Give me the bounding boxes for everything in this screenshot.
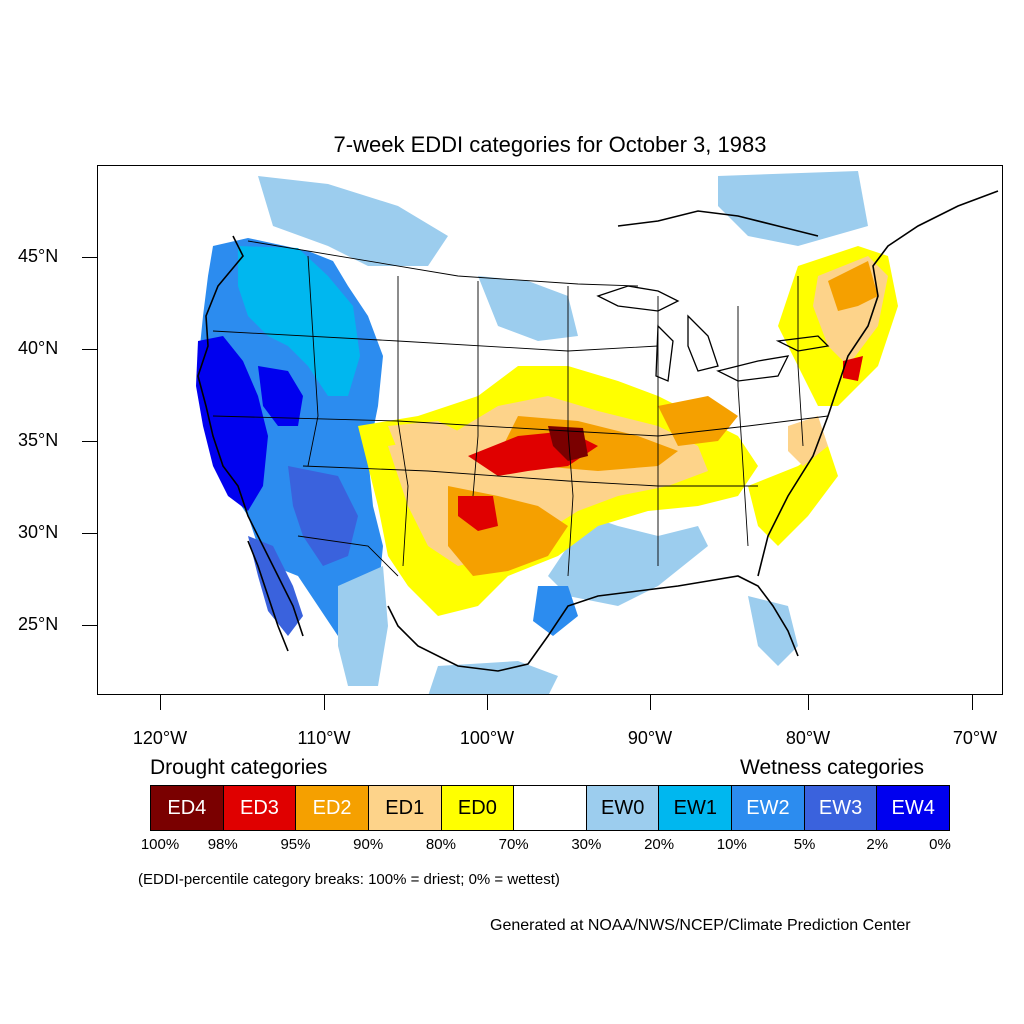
legend-percentile-label: 95% bbox=[280, 836, 311, 853]
legend-box-ew3: EW3 bbox=[804, 786, 878, 830]
region-baja-ew3 bbox=[248, 536, 303, 636]
lon-label-120: 120°W bbox=[132, 728, 188, 748]
legend-percentile-label: 0% bbox=[929, 836, 951, 853]
legend-percentile-label: 80% bbox=[425, 836, 456, 853]
region-north-ew0 bbox=[258, 176, 448, 266]
lat-tick-35 bbox=[82, 441, 97, 442]
region-west-ew4b bbox=[258, 366, 303, 426]
region-florida-ew0 bbox=[748, 596, 798, 666]
legend-percentile-label: 2% bbox=[866, 836, 889, 853]
region-plains-ed3b bbox=[458, 496, 498, 531]
great-lakes bbox=[596, 285, 830, 382]
lat-tick-30 bbox=[82, 533, 97, 534]
legend-percentile-label: 70% bbox=[498, 836, 529, 853]
region-gulf-ew0 bbox=[428, 661, 558, 694]
lat-tick-25 bbox=[82, 625, 97, 626]
region-canada-ew0 bbox=[718, 171, 868, 246]
wetness-heading: Wetness categories bbox=[740, 756, 925, 779]
legend-box-ew1: EW1 bbox=[659, 786, 733, 830]
region-midwest-ew0 bbox=[478, 276, 578, 341]
legend-box-ew4: EW4 bbox=[877, 786, 950, 830]
legend-box-ed2: ED2 bbox=[296, 786, 369, 830]
legend-percentile-label: 10% bbox=[716, 836, 747, 853]
lon-label-80: 80°W bbox=[785, 728, 831, 748]
lat-label-35: 35°N bbox=[18, 430, 59, 450]
region-texas-ew2 bbox=[533, 586, 578, 636]
lat-label-30: 30°N bbox=[18, 522, 59, 542]
lon-tick-110 bbox=[324, 695, 325, 710]
legend-box-ew0: EW0 bbox=[586, 786, 660, 830]
lon-tick-120 bbox=[160, 695, 161, 710]
lat-label-40: 40°N bbox=[18, 338, 59, 358]
legend-box-ed1: ED1 bbox=[368, 786, 442, 830]
lon-label-110: 110°W bbox=[297, 728, 351, 748]
region-plains-ed4 bbox=[548, 426, 588, 461]
legend-box-ew2: EW2 bbox=[732, 786, 805, 830]
lon-label-70: 70°W bbox=[952, 728, 998, 748]
lon-tick-90 bbox=[650, 695, 651, 710]
credit-line: Generated at NOAA/NWS/NCEP/Climate Predi… bbox=[490, 917, 911, 934]
region-west-ew4 bbox=[196, 336, 268, 511]
region-mountain-ed0 bbox=[388, 421, 468, 451]
lon-label-100: 100°W bbox=[459, 728, 515, 748]
lon-label-90: 90°W bbox=[627, 728, 673, 748]
lon-tick-80 bbox=[808, 695, 809, 710]
legend-box-neutral bbox=[514, 786, 587, 830]
map-panel bbox=[97, 165, 1003, 695]
drought-heading: Drought categories bbox=[150, 756, 328, 779]
legend-percentile-label: 90% bbox=[353, 836, 384, 853]
region-southeast-ed1 bbox=[788, 416, 828, 466]
region-northeast-ed2 bbox=[828, 261, 878, 311]
region-south-ew0 bbox=[548, 516, 708, 606]
lat-tick-45 bbox=[82, 257, 97, 258]
lat-tick-40 bbox=[82, 349, 97, 350]
state-borders bbox=[212, 240, 829, 577]
legend-box-ed4: ED4 bbox=[151, 786, 224, 830]
legend-percentile-label: 30% bbox=[571, 836, 602, 853]
lon-tick-70 bbox=[972, 695, 973, 710]
legend-percentile-label: 20% bbox=[644, 836, 675, 853]
region-northeast-ed3 bbox=[843, 356, 863, 381]
region-southwest-ew3 bbox=[288, 466, 358, 566]
lon-tick-100 bbox=[487, 695, 488, 710]
coastlines bbox=[197, 190, 999, 672]
lat-label-25: 25°N bbox=[18, 614, 59, 634]
lat-label-45: 45°N bbox=[18, 246, 59, 266]
category-note: (EDDI-percentile category breaks: 100% =… bbox=[138, 871, 560, 888]
legend-box-ed0: ED0 bbox=[441, 786, 515, 830]
legend-percentile-label: 98% bbox=[207, 836, 238, 853]
map-canvas bbox=[196, 171, 999, 694]
region-west-ew1 bbox=[238, 246, 360, 396]
legend-percentile-label: 5% bbox=[793, 836, 816, 853]
map-title: 7-week EDDI categories for October 3, 19… bbox=[333, 132, 767, 157]
region-mexico-ew0 bbox=[338, 566, 388, 686]
legend-box-ed3: ED3 bbox=[223, 786, 297, 830]
legend-colorbar: ED4 ED3 ED2 ED1 ED0 EW0 EW1 EW2 EW3 EW4 bbox=[150, 785, 950, 831]
region-southeast-ed0 bbox=[748, 446, 838, 546]
legend-percentile-label: 100% bbox=[140, 836, 180, 853]
